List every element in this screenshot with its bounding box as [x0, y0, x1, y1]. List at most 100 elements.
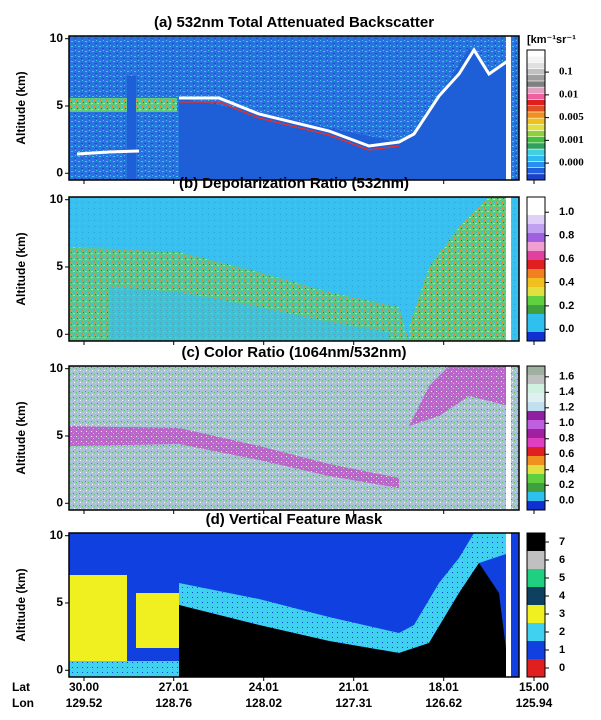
- x-tick-label: 30.00: [69, 680, 99, 694]
- colorbar-segment: [527, 305, 545, 314]
- colorbar-tick-label: 1.6: [559, 371, 574, 383]
- colorbar-tick-label: 0.001: [559, 134, 584, 146]
- column: [127, 76, 136, 180]
- colorbar-segment: [526, 49, 546, 57]
- colorbar-segment: [527, 323, 545, 332]
- colorbar-segment: [527, 447, 545, 456]
- colorbar-segment: [527, 233, 545, 242]
- colorbar-tick-label: 0.2: [559, 479, 574, 491]
- colorbar-segment: [526, 93, 546, 100]
- plume-region: [409, 197, 509, 341]
- colorbar-segment: [527, 224, 545, 233]
- x-axis-label: Lat: [12, 680, 30, 694]
- colorbar-segment: [526, 154, 546, 162]
- colorbar-label: [km⁻¹sr⁻¹: [527, 34, 576, 46]
- x2-tick-label: 127.31: [335, 696, 372, 710]
- colorbar-tick-label: 1.4: [559, 386, 575, 398]
- colorbar-segment: [527, 429, 545, 438]
- y-tick-label: 5: [56, 98, 63, 112]
- panel-title: (c) Color Ratio (1064nm/532nm): [181, 344, 406, 361]
- y-axis-label: Altitude (km): [14, 568, 28, 641]
- panel-image: [69, 366, 519, 510]
- colorbar-tick-label: 0.0: [559, 495, 574, 507]
- y-axis-label: Altitude (km): [14, 232, 28, 305]
- below-cloud: [179, 563, 509, 677]
- colorbar-tick-label: 0: [559, 662, 565, 674]
- colorbar-tick-label: 0.1: [559, 66, 573, 78]
- colorbar-segment: [526, 142, 546, 150]
- colorbar-segment: [527, 260, 545, 269]
- cloud-top: [179, 47, 510, 148]
- colorbar-segment: [527, 474, 545, 483]
- x2-tick-label: 125.94: [516, 696, 553, 710]
- colorbar-segment: [526, 80, 546, 88]
- colorbar-segment: [526, 136, 546, 144]
- colorbar-segment: [527, 605, 545, 623]
- colorbar-tick-label: 0.0: [559, 323, 574, 335]
- colorbar-tick-label: 7: [559, 536, 565, 548]
- cloud-region: [69, 426, 399, 488]
- colorbar-segment: [527, 296, 545, 305]
- attenuated-region: [179, 48, 509, 180]
- y-tick-label: 10: [50, 361, 64, 375]
- y-tick-label: 0: [56, 495, 63, 509]
- colorbar-segment: [527, 659, 545, 677]
- gap: [506, 533, 511, 677]
- colorbar-segment: [527, 587, 545, 605]
- colorbar-tick-label: 6: [559, 554, 565, 566]
- gap: [506, 366, 511, 510]
- colorbar-frame: [526, 532, 546, 678]
- low-layer: [76, 149, 140, 156]
- x2-axis-label: Lon: [12, 696, 34, 710]
- colorbar-segment: [527, 438, 545, 447]
- y-tick-label: 5: [56, 259, 63, 273]
- x-tick-label: 21.01: [339, 680, 369, 694]
- colorbar-segment: [526, 105, 546, 113]
- colorbar-segment: [526, 99, 546, 106]
- colorbar-segment: [526, 173, 546, 181]
- column: [127, 573, 136, 677]
- y-tick-label: 10: [50, 528, 64, 542]
- colorbar-tick-label: 3: [559, 608, 565, 620]
- colorbar-segment: [527, 533, 545, 551]
- colorbar-tick-label: 0.01: [559, 88, 578, 100]
- colorbar-segment: [527, 215, 545, 224]
- colorbar-segment: [527, 384, 545, 393]
- colorbar-tick-label: 0.6: [559, 253, 574, 265]
- colorbar-segment: [527, 569, 545, 587]
- colorbar-segment: [527, 623, 545, 641]
- y-axis-label: Altitude (km): [14, 401, 28, 474]
- colorbar-segment: [527, 492, 545, 501]
- colorbar-segment: [527, 501, 545, 510]
- panel-image: [69, 36, 519, 180]
- plot-frame: [68, 196, 520, 342]
- x-tick-label: 15.00: [519, 680, 549, 694]
- colorbar-segment: [526, 161, 546, 168]
- colorbar-segment: [527, 465, 545, 474]
- aerosol-band: [69, 98, 177, 112]
- colorbar-segment: [526, 148, 546, 156]
- colorbar-segment: [526, 167, 546, 175]
- colorbar-segment: [526, 74, 546, 82]
- colorbar-segment: [527, 641, 545, 659]
- x-tick-label: 18.01: [429, 680, 459, 694]
- plot-frame: [68, 365, 520, 511]
- colorbar-tick-label: 1.0: [559, 417, 574, 429]
- surface: [69, 661, 179, 677]
- colorbar-segment: [527, 366, 545, 375]
- colorbar-tick-label: 4: [559, 590, 566, 602]
- colorbar-segment: [527, 314, 545, 323]
- colorbar-segment: [526, 124, 546, 131]
- colorbar-segment: [527, 483, 545, 492]
- y-axis-label: Altitude (km): [14, 71, 28, 144]
- panel-title: (d) Vertical Feature Mask: [206, 511, 383, 528]
- colorbar-segment: [526, 130, 546, 137]
- colorbar-segment: [526, 111, 546, 119]
- colorbar-tick-label: 0.000: [559, 157, 584, 169]
- panel-image: [69, 197, 519, 341]
- colorbar-tick-label: 0.8: [559, 433, 574, 445]
- colorbar-tick-label: 1: [559, 644, 565, 656]
- x2-tick-label: 126.62: [425, 696, 462, 710]
- y-tick-label: 5: [56, 428, 63, 442]
